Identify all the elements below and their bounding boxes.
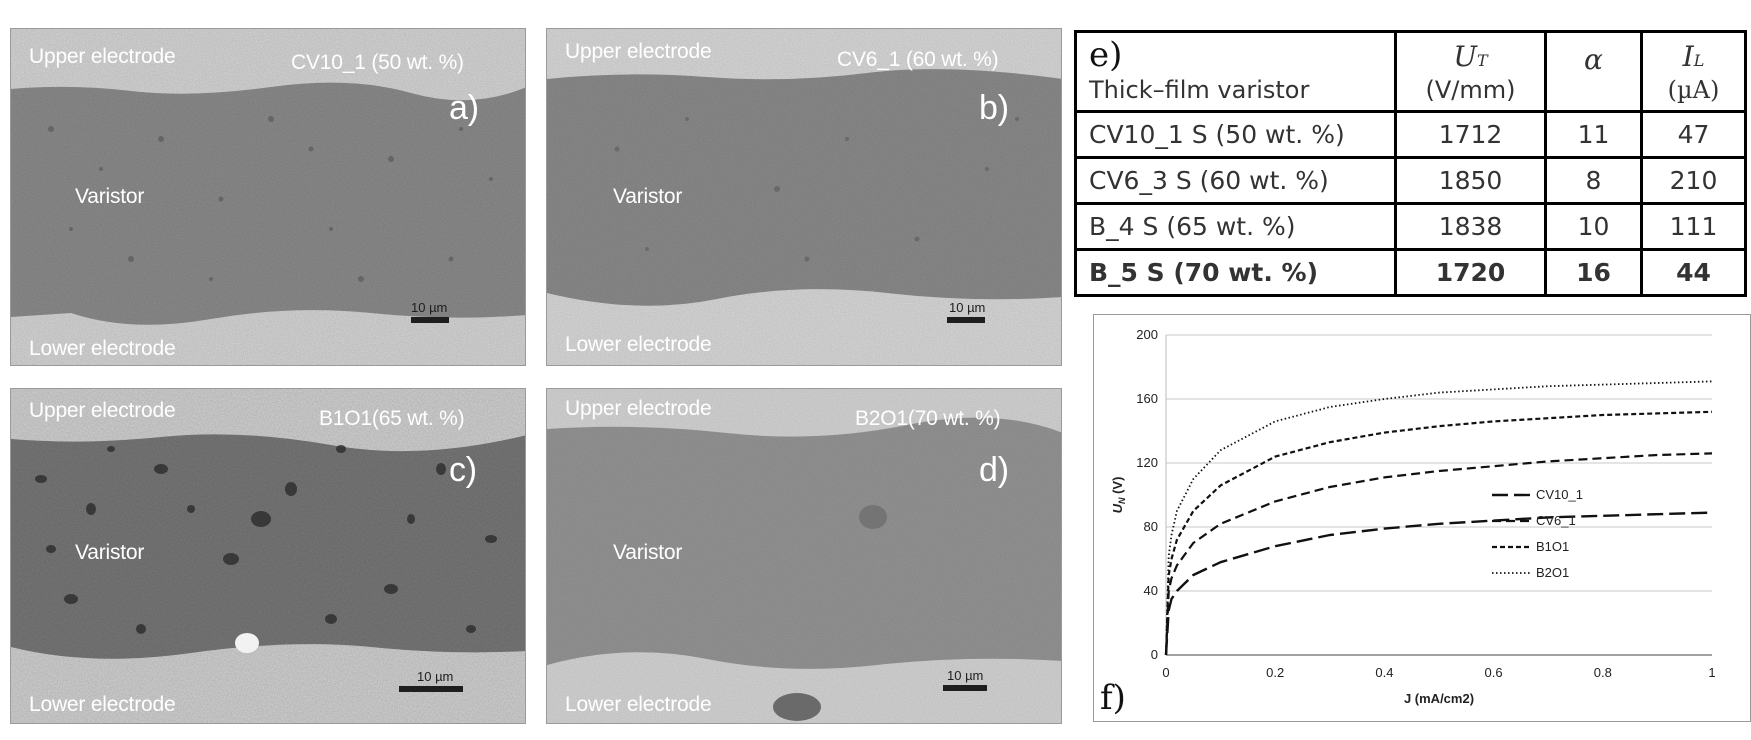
scale-bar [947, 317, 985, 323]
x-tick-label: 1 [1708, 665, 1715, 680]
table-row: B_5 S (70 wt. %) 1720 16 44 [1074, 248, 1747, 297]
varistor-properties-table: e) Thick–film varistor UT (V/mm) α IL (µ… [1074, 30, 1747, 297]
x-tick-label: 0.2 [1266, 665, 1284, 680]
row-alpha: 10 [1544, 202, 1643, 251]
scale-bar-label: 10 µm [417, 669, 454, 684]
varistor-label: Varistor [75, 541, 145, 564]
scale-bar-label: 10 µm [947, 668, 984, 683]
x-tick-label: 0 [1162, 665, 1169, 680]
scale-bar-label: 10 µm [411, 300, 448, 315]
chart-panel-f: 0 40 80 120 160 200 0 0.2 0.4 0.6 0.8 1 J (mA/cm2) UN… [1093, 314, 1751, 722]
scale-bar [399, 686, 463, 692]
sample-label: B2O1(70 wt. %) [855, 407, 1001, 430]
row-alpha: 8 [1544, 156, 1643, 205]
x-tick-label: 0.4 [1375, 665, 1393, 680]
sem-panel-d: Upper electrode B2O1(70 wt. %) d) Varist… [546, 388, 1062, 724]
y-tick-label: 160 [1136, 391, 1158, 406]
table-row: B_4 S (65 wt. %) 1838 10 111 [1074, 202, 1747, 251]
lower-electrode-label: Lower electrode [565, 693, 712, 716]
lower-electrode-label: Lower electrode [565, 333, 712, 356]
header-alpha: α [1544, 30, 1643, 113]
row-il: 47 [1640, 110, 1747, 159]
header-ut-sub: T [1476, 51, 1488, 70]
series-line-cv6-1 [1164, 452, 1713, 656]
header-il: IL (µA) [1640, 30, 1747, 113]
upper-electrode-label: Upper electrode [565, 40, 712, 63]
panel-letter: c) [449, 451, 477, 489]
row-name: B_5 S (70 wt. %) [1074, 248, 1397, 297]
upper-electrode-label: Upper electrode [565, 397, 712, 420]
sem-image-a [11, 29, 525, 365]
panel-letter: a) [449, 89, 479, 127]
y-tick-label: 80 [1144, 519, 1158, 534]
row-ut: 1838 [1394, 202, 1547, 251]
scale-bar-label: 10 µm [949, 300, 986, 315]
varistor-label: Varistor [613, 185, 683, 208]
y-tick-label: 120 [1136, 455, 1158, 470]
panel-label-f: f) [1100, 678, 1126, 718]
legend-entry: B1O1 [1536, 539, 1569, 554]
scale-bar [411, 317, 449, 323]
row-alpha: 11 [1544, 110, 1643, 159]
row-name: B_4 S (65 wt. %) [1074, 202, 1397, 251]
legend-entry: CV6_1 [1536, 513, 1576, 528]
scale-bar [943, 685, 987, 691]
y-tick-label: 40 [1144, 583, 1158, 598]
header-il-sub: L [1693, 51, 1705, 70]
row-il: 111 [1640, 202, 1747, 251]
header-il-symbol: I [1682, 40, 1694, 73]
lower-electrode-label: Lower electrode [29, 693, 176, 716]
row-ut: 1720 [1394, 248, 1547, 297]
header-ut-unit: (V/mm) [1425, 76, 1516, 104]
upper-electrode-label: Upper electrode [29, 45, 176, 68]
sem-image-c [11, 389, 525, 723]
sample-label: CV10_1 (50 wt. %) [291, 51, 464, 74]
x-tick-label: 0.6 [1485, 665, 1503, 680]
series-line-b2o1 [1165, 380, 1713, 656]
series-line-b1o1 [1164, 410, 1713, 656]
varistor-label: Varistor [75, 185, 145, 208]
table-row: CV6_3 S (60 wt. %) 1850 8 210 [1074, 156, 1747, 205]
panel-letter: d) [979, 451, 1009, 489]
lower-electrode-label: Lower electrode [29, 337, 176, 360]
header-varistor: e) Thick–film varistor [1074, 30, 1397, 113]
x-tick-label: 0.8 [1594, 665, 1612, 680]
x-axis-label: J (mA/cm2) [1404, 691, 1474, 706]
sem-panel-c: Upper electrode B1O1(65 wt. %) c) Varist… [10, 388, 526, 724]
sem-panel-b: Upper electrode CV6_1 (60 wt. %) b) Vari… [546, 28, 1062, 366]
sem-image-b [547, 29, 1061, 365]
upper-electrode-label: Upper electrode [29, 399, 176, 422]
row-il: 44 [1640, 248, 1747, 297]
row-ut: 1850 [1394, 156, 1547, 205]
y-tick-label: 200 [1136, 327, 1158, 342]
sem-image-d [547, 389, 1061, 723]
panel-letter: b) [979, 89, 1009, 127]
panel-label-e: e) [1089, 35, 1123, 75]
y-tick-label: 0 [1151, 647, 1158, 662]
legend-entry: B2O1 [1536, 565, 1569, 580]
uj-characteristic-chart: 0 40 80 120 160 200 0 0.2 0.4 0.6 0.8 1 J (mA/cm2) UN… [1100, 327, 1716, 718]
y-axis-label: UN (V) [1110, 477, 1127, 514]
sample-label: B1O1(65 wt. %) [319, 407, 465, 430]
row-name: CV10_1 S (50 wt. %) [1074, 110, 1397, 159]
row-alpha: 16 [1544, 248, 1643, 297]
row-name: CV6_3 S (60 wt. %) [1074, 156, 1397, 205]
varistor-label: Varistor [613, 541, 683, 564]
table-row: CV10_1 S (50 wt. %) 1712 11 47 [1074, 110, 1747, 159]
sem-panel-a: Upper electrode CV10_1 (50 wt. %) a) Var… [10, 28, 526, 366]
header-varistor-label: Thick–film varistor [1089, 76, 1310, 104]
legend-entry: CV10_1 [1536, 487, 1583, 502]
series-line-cv10-1 [1164, 511, 1713, 656]
row-il: 210 [1640, 156, 1747, 205]
header-ut: UT (V/mm) [1394, 30, 1547, 113]
row-ut: 1712 [1394, 110, 1547, 159]
header-ut-symbol: U [1453, 40, 1477, 73]
header-il-unit: (µA) [1667, 76, 1720, 104]
header-alpha-symbol: α [1584, 43, 1603, 76]
table-header-row: e) Thick–film varistor UT (V/mm) α IL (µ… [1074, 30, 1747, 113]
sample-label: CV6_1 (60 wt. %) [837, 48, 999, 71]
